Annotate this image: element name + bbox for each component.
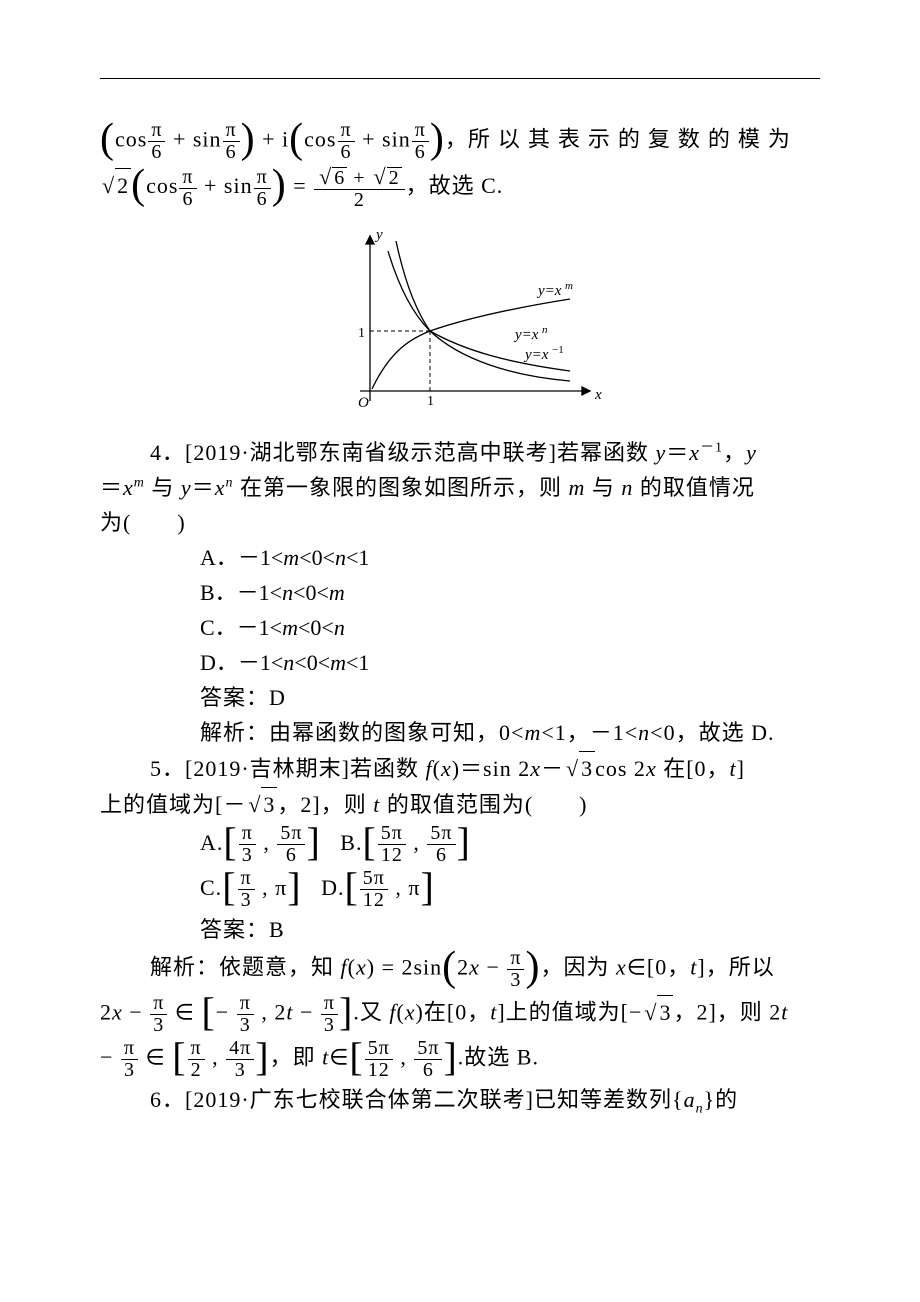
q3-line1: (cosπ6 + sinπ6) + i(cosπ6 + sinπ6)，所以其表示… (100, 120, 820, 163)
q5-exp-line3: − π3 ∈ [π2 , 4π3]，即 t∈[5π12 , 5π6].故选 B. (100, 1038, 820, 1081)
svg-text:−1: −1 (552, 344, 564, 356)
svg-text:n: n (542, 324, 548, 336)
q5-exp-line1: 解析：依题意，知 f(x) = 2sin(2x − π3)，因为 x∈[0，t]… (100, 948, 820, 991)
power-function-graph: O x y 1 1 y=xm y=xn y=x−1 (100, 221, 820, 430)
q4-options: A．－1<m<0<n<1 B．－1<n<0<m C．－1<m<0<n D．－1<… (100, 541, 820, 679)
q5-option-a: A.[π3 , 5π6] (200, 830, 321, 855)
q5-options-row1: A.[π3 , 5π6] B.[5π12 , 5π6] (100, 823, 820, 866)
q4-stem-line2: ＝xm 与 y＝xn 在第一象限的图象如图所示，则 m 与 n 的取值情况 (100, 471, 820, 504)
q3-line2: 2(cosπ6 + sinπ6) = 6 + 22，故选 C. (100, 165, 820, 211)
svg-text:y=x: y=x (513, 327, 539, 343)
svg-text:y=x: y=x (536, 283, 562, 299)
svg-text:m: m (565, 280, 573, 292)
q5-option-c: C.[π3 , π] (200, 875, 302, 900)
q5-stem-line1: 5．[2019·吉林期末]若函数 f(x)＝sin 2x－3cos 2x 在[0… (100, 751, 820, 785)
q3-mid: 所以其表示的复数的模为 (468, 127, 798, 152)
q4-answer: 答案：D (100, 681, 820, 714)
svg-text:O: O (358, 395, 369, 411)
q5-options-row2: C.[π3 , π] D.[5π12 , π] (100, 868, 820, 911)
svg-text:x: x (594, 387, 602, 403)
q4-stem-line1: 4．[2019·湖北鄂东南省级示范高中联考]若幂函数 y＝x－1，y (100, 436, 820, 469)
svg-text:1: 1 (427, 394, 434, 409)
svg-text:y: y (374, 227, 383, 243)
q4-explanation: 解析：由幂函数的图象可知，0<m<1，－1<n<0，故选 D. (100, 716, 820, 749)
q4-stem-line3: 为( ) (100, 506, 820, 539)
q3-tail: ，故选 C. (406, 173, 504, 198)
q4-option-a: A．－1<m<0<n<1 (200, 541, 820, 574)
q4-option-d: D．－1<n<0<m<1 (200, 646, 820, 679)
q5-option-d: D.[5π12 , π] (321, 875, 435, 900)
q6-stem: 6．[2019·广东七校联合体第二次联考]已知等差数列{an}的 (100, 1083, 820, 1119)
q5-exp-line2: 2x − π3 ∈ [− π3 , 2t − π3].又 f(x)在[0，t]上… (100, 993, 820, 1036)
q4-option-c: C．－1<m<0<n (200, 611, 820, 644)
svg-text:y=x: y=x (523, 347, 549, 363)
svg-text:1: 1 (358, 326, 365, 341)
q4-option-b: B．－1<n<0<m (200, 576, 820, 609)
q5-option-b: B.[5π12 , 5π6] (340, 830, 471, 855)
q5-stem-line2: 上的值域为[－3，2]，则 t 的取值范围为( ) (100, 787, 820, 821)
top-horizontal-rule (100, 78, 820, 79)
q5-answer: 答案：B (100, 913, 820, 946)
